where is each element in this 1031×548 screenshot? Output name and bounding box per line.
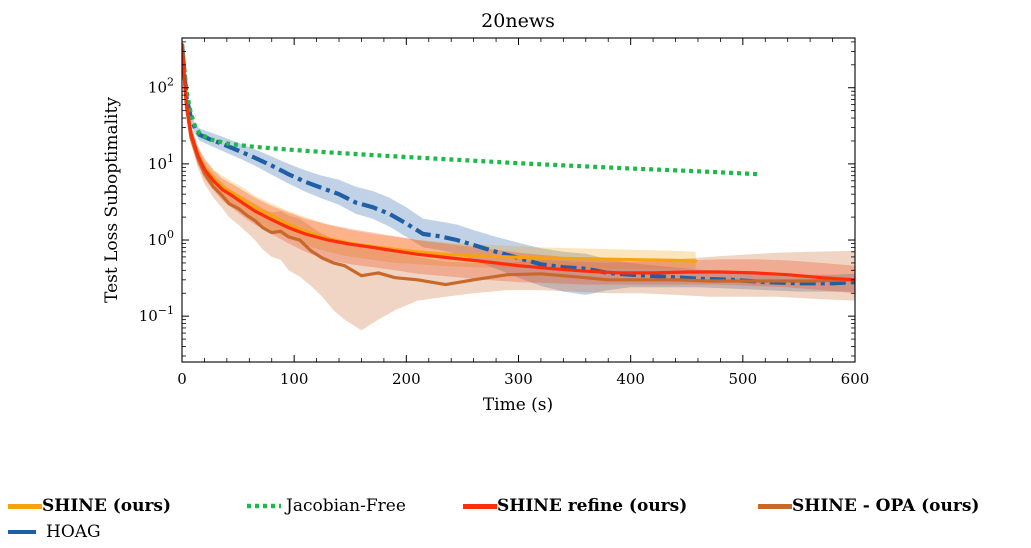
line-shine-refine-ours bbox=[182, 42, 855, 282]
legend-item-shine: SHINE (ours) bbox=[8, 494, 171, 518]
legend-item-shine-opa: SHINE - OPA (ours) bbox=[758, 494, 979, 518]
y-axis-label: Test Loss Suboptimality bbox=[102, 97, 122, 303]
chart-title: 20news bbox=[481, 10, 555, 32]
legend-swatch-shine bbox=[8, 503, 42, 509]
legend: SHINE (ours) Jacobian-Free SHINE refine … bbox=[0, 472, 1031, 548]
chart: 20news 0 100 200 300 400 500 600 102 101 100 10−1… bbox=[102, 10, 869, 415]
legend-label-shine-refine: SHINE refine (ours) bbox=[497, 496, 688, 516]
line-shine-opa-ours bbox=[182, 42, 855, 287]
y-tick-label: 100 bbox=[148, 228, 174, 249]
x-tick-label: 100 bbox=[280, 370, 309, 388]
x-tick-label: 400 bbox=[616, 370, 645, 388]
band-shine-opa-ours bbox=[182, 40, 855, 331]
x-tick-label: 500 bbox=[729, 370, 758, 388]
series-lines bbox=[182, 42, 855, 287]
y-tick-label: 102 bbox=[148, 76, 174, 97]
legend-label-shine-opa: SHINE - OPA (ours) bbox=[792, 496, 980, 516]
legend-swatch-shine-refine bbox=[463, 503, 497, 509]
band-hoag bbox=[182, 40, 855, 295]
legend-item-shine-refine: SHINE refine (ours) bbox=[463, 494, 687, 518]
y-axis-ticks: 102 101 100 10−1 bbox=[139, 41, 855, 357]
x-axis-ticks: 0 100 200 300 400 500 600 bbox=[177, 38, 869, 388]
legend-label-jacobian-free: Jacobian-Free bbox=[286, 496, 406, 516]
legend-item-jacobian-free: Jacobian-Free bbox=[246, 494, 406, 518]
x-tick-label: 200 bbox=[392, 370, 421, 388]
legend-swatch-shine-opa bbox=[758, 503, 792, 509]
legend-swatch-hoag bbox=[8, 530, 36, 534]
confidence-bands bbox=[182, 40, 855, 331]
legend-label-hoag: HOAG bbox=[46, 522, 101, 542]
y-tick-label: 101 bbox=[148, 152, 174, 173]
x-axis-label: Time (s) bbox=[483, 395, 553, 415]
x-tick-label: 600 bbox=[841, 370, 870, 388]
x-tick-label: 0 bbox=[177, 370, 187, 388]
legend-swatch-jacobian-free bbox=[247, 503, 281, 509]
x-tick-label: 300 bbox=[504, 370, 533, 388]
band-shine-refine-ours bbox=[182, 40, 855, 294]
legend-label-shine: SHINE (ours) bbox=[42, 496, 172, 516]
plot-frame bbox=[181, 37, 856, 363]
legend-item-hoag: HOAG bbox=[8, 520, 101, 544]
line-jacobian-free bbox=[182, 44, 760, 177]
y-tick-label: 10−1 bbox=[139, 304, 174, 325]
